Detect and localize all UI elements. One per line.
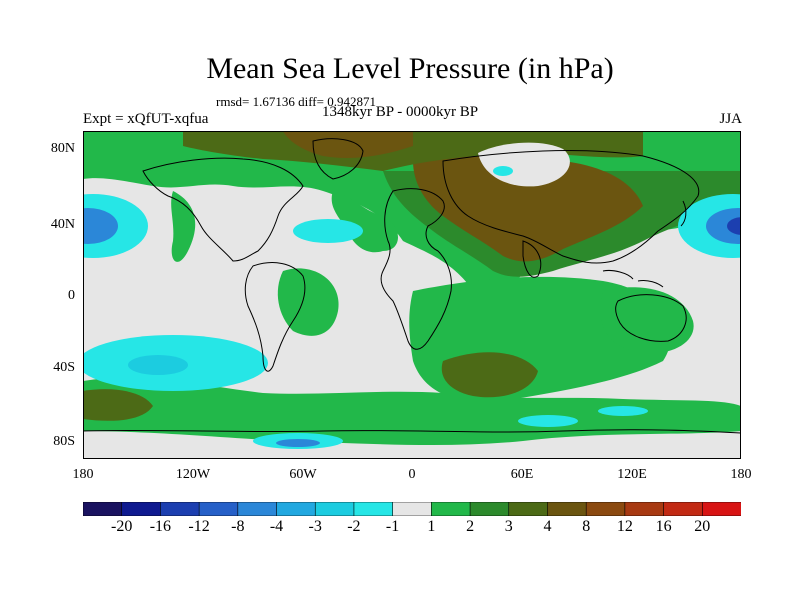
time-period: 1348kyr BP - 0000kyr BP	[322, 104, 479, 120]
colorbar-swatch	[276, 502, 316, 516]
colorbar-swatch	[83, 502, 123, 516]
lat-label-80n: 80N	[50, 141, 75, 156]
colorbar-tick-label: -2	[347, 518, 361, 535]
colorbar-tick-label: 4	[543, 518, 552, 535]
lon-label-120w: 120W	[175, 467, 211, 482]
antarctica-coast	[83, 429, 741, 434]
colorbar-swatch	[701, 502, 741, 516]
colorbar-tick-label: -20	[111, 518, 133, 535]
north-atlantic-low	[293, 219, 363, 243]
colorbar-tick-label: -3	[308, 518, 322, 535]
colorbar-tick-label: -8	[231, 518, 245, 535]
colorbar-tick-label: 2	[466, 518, 475, 535]
colorbar-tick-label: -4	[269, 518, 284, 535]
colorbar-swatch	[469, 502, 510, 516]
siberia-negative	[493, 166, 513, 176]
colorbar-tick-label: -1	[385, 518, 400, 535]
australia-coast	[615, 294, 687, 342]
rmsd-diff-stats: rmsd= 1.67136 diff= 0.942871	[216, 94, 376, 109]
indonesia-coast	[602, 270, 664, 288]
south-pacific-low-core	[128, 355, 188, 375]
arctic-brown	[283, 131, 413, 158]
pressure-anomaly-map	[83, 131, 741, 459]
north-pacific-low-east-core	[706, 208, 741, 244]
greenland-coast	[312, 138, 364, 180]
colorbar-swatch	[547, 502, 587, 516]
map-title: Mean Sea Level Pressure (in hPa)	[206, 52, 614, 85]
antarctic-low-east	[518, 415, 578, 427]
india-coast	[522, 240, 542, 278]
lon-label-180w: 180	[72, 467, 94, 482]
south-atlantic-green	[277, 268, 339, 336]
southern-olive-west	[83, 389, 153, 421]
colorbar-swatch	[314, 502, 355, 516]
asia-coast	[442, 150, 700, 264]
north-pacific-green	[171, 191, 196, 262]
colorbar-swatch	[237, 502, 278, 516]
antarctic-low-west-core	[276, 439, 320, 447]
colorbar-tick-label: 16	[655, 518, 672, 535]
lon-label-60e: 60E	[510, 467, 534, 482]
colorbar-swatch	[198, 502, 239, 516]
colorbar-swatch	[663, 502, 703, 516]
colorbar-tick-label: 20	[694, 518, 711, 535]
southern-olive	[441, 352, 538, 398]
colorbar	[83, 502, 741, 516]
colorbar-swatch	[585, 502, 626, 516]
atlantic-green-band	[331, 191, 398, 253]
lat-label-80s: 80S	[53, 434, 75, 449]
lat-label-40s: 40S	[53, 360, 75, 375]
north-america-coast	[142, 157, 304, 262]
lat-label-0: 0	[68, 288, 75, 303]
season-label: JJA	[719, 111, 742, 127]
europe-africa-coast	[380, 188, 452, 350]
lon-label-180e: 180	[730, 467, 752, 482]
colorbar-tick-label: 12	[616, 518, 633, 535]
australia-green	[600, 287, 694, 354]
colorbar-swatch	[508, 502, 549, 516]
lon-label-60w: 60W	[289, 467, 317, 482]
colorbar-swatch	[353, 502, 394, 516]
north-pacific-low-east-deep	[727, 217, 741, 235]
colorbar-swatch	[431, 502, 471, 516]
colorbar-swatch	[160, 502, 200, 516]
colorbar-swatch	[121, 502, 162, 516]
southern-ocean-green	[83, 377, 741, 446]
lon-label-120e: 120E	[617, 467, 647, 482]
north-pacific-low-west-core	[83, 208, 118, 244]
antarctic-low-east2	[598, 406, 648, 416]
japan-coast	[680, 200, 687, 227]
colorbar-tick-label: 1	[427, 518, 436, 535]
eurasia-brown	[413, 155, 643, 262]
colorbar-tick-label: 8	[582, 518, 591, 535]
colorbar-swatch	[624, 502, 665, 516]
colorbar-swatch	[392, 502, 432, 516]
map-frame	[83, 131, 741, 459]
colorbar-tick-label: -12	[188, 518, 210, 535]
experiment-label: Expt = xQfUT-xqfua	[83, 111, 209, 127]
coastlines	[83, 138, 741, 434]
south-america-coast	[244, 262, 306, 372]
lon-label-0: 0	[408, 467, 416, 482]
lat-label-40n: 40N	[50, 217, 75, 232]
colorbar-tick-label: -16	[149, 518, 172, 535]
colorbar-tick-label: 3	[504, 518, 513, 535]
